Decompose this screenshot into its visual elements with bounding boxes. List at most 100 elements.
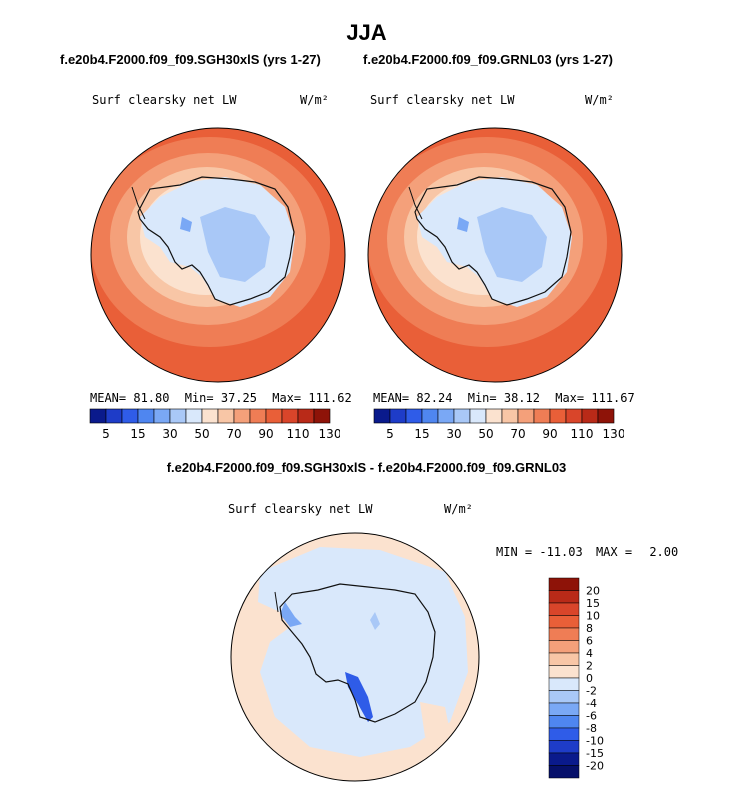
right-colorbar-tick-label: 70 [510,427,525,441]
diff-colorbar-tick-label: 4 [586,647,593,660]
diff-title: f.e20b4.F2000.f09_f09.SGH30xlS - f.e20b4… [166,460,567,475]
map-band [345,672,373,722]
left-stats: MEAN= 81.80 Min= 37.25 Max= 111.62 [90,391,352,405]
left-colorbar-cell [201,408,219,424]
right-colorbar-cell [517,408,535,424]
right-colorbar-cell [373,408,391,424]
figure-title: JJA [346,20,387,45]
left-colorbar-tick-label: 110 [287,427,310,441]
right-colorbar-cell [469,408,487,424]
right-mean-label: MEAN= [373,391,410,405]
diff-map [230,532,480,782]
left-max-value: 111.62 [308,391,352,405]
left-colorbar-tick-label: 70 [226,427,241,441]
right-colorbar-tick-label: 15 [414,427,429,441]
left-colorbar-cell [281,408,299,424]
diff-max-value: 2.00 [649,545,679,559]
right-variable-label: Surf clearsky net LW [370,93,515,107]
right-colorbar-tick-label: 130 [603,427,624,441]
right-colorbar-tick-label: 5 [386,427,394,441]
diff-colorbar-tick-label: -15 [586,747,604,760]
left-mean-label: MEAN= [90,391,127,405]
diff-colorbar-cell [548,590,580,604]
diff-variable-label: Surf clearsky net LW [228,502,373,516]
left-colorbar-tick-label: 90 [258,427,273,441]
diff-colorbar-cell [548,740,580,754]
coastline [131,186,146,220]
left-min-label: Min= [184,391,214,405]
left-colorbar-cell [169,408,187,424]
left-colorbar-cell [105,408,123,424]
diff-colorbar-cell [548,640,580,654]
left-colorbar-cell [89,408,107,424]
diff-units-label: W/m² [444,502,473,516]
left-colorbar-cell [217,408,235,424]
diff-colorbar-tick-label: 6 [586,635,593,648]
diff-colorbar-cell [548,652,580,666]
right-colorbar-cell [389,408,407,424]
right-colorbar-cell [533,408,551,424]
diff-colorbar-tick-label: 0 [586,672,593,685]
left-colorbar-tick-label: 5 [102,427,110,441]
left-colorbar-tick-label: 30 [162,427,177,441]
map-border [90,127,346,383]
coastline [279,583,436,723]
left-colorbar-cell [313,408,331,424]
map-band [457,217,469,232]
left-colorbar-cell [153,408,171,424]
left-colorbar-cell [233,408,251,424]
right-colorbar-cell [597,408,615,424]
diff-colorbar-cell [548,665,580,679]
diff-colorbar-cell [548,577,580,591]
map-band [258,547,468,757]
diff-min-value: -11.03 [539,545,583,559]
diff-colorbar-cell [548,715,580,729]
map-band [280,602,302,627]
diff-colorbar-cell [548,627,580,641]
right-stats: MEAN= 82.24 Min= 38.12 Max= 111.67 [373,391,635,405]
map-band [200,207,270,282]
left-colorbar-tick-label: 50 [194,427,209,441]
map-band [477,207,547,282]
left-colorbar-cell [121,408,139,424]
map-band [420,702,450,737]
diff-colorbar-cell [548,702,580,716]
right-colorbar-tick-label: 90 [542,427,557,441]
right-colorbar: 5 15 30 50 70 90 110 130 [373,408,624,441]
left-variable-label: Surf clearsky net LW [92,93,237,107]
left-min-value: 37.25 [220,391,257,405]
panel-right-title: f.e20b4.F2000.f09_f09.GRNL03 (yrs 1-27) [363,52,614,67]
diff-colorbar-tick-label: -4 [586,697,597,710]
coastline [414,176,572,306]
right-map [367,127,623,383]
diff-colorbar-cell [548,602,580,616]
right-colorbar-cell [581,408,599,424]
right-colorbar-cell [485,408,503,424]
diff-stats: MIN = -11.03 MAX = 2.00 [496,545,678,559]
diff-colorbar-cell [548,615,580,629]
diff-colorbar-cell [548,752,580,766]
diff-colorbar-tick-label: -10 [586,735,604,748]
map-border [367,127,623,383]
right-colorbar-cell [421,408,439,424]
diff-colorbar-cell [548,690,580,704]
right-colorbar-tick-label: 110 [571,427,594,441]
right-colorbar-tick-label: 50 [478,427,493,441]
left-colorbar-cell [297,408,315,424]
left-colorbar-cell [185,408,203,424]
diff-colorbar-tick-label: 20 [586,585,600,598]
left-colorbar-tick-label: 130 [319,427,340,441]
coastline [408,186,423,220]
diff-colorbar-tick-label: 2 [586,660,593,673]
left-units-label: W/m² [300,93,329,107]
map-band [180,217,192,232]
right-colorbar-cell [437,408,455,424]
left-colorbar-cell [249,408,267,424]
left-colorbar-cell [265,408,283,424]
right-min-value: 38.12 [503,391,540,405]
right-max-label: Max= [555,391,585,405]
right-units-label: W/m² [585,93,614,107]
panel-left-title: f.e20b4.F2000.f09_f09.SGH30xlS (yrs 1-27… [60,52,321,67]
diff-min-label: MIN = [496,545,533,559]
